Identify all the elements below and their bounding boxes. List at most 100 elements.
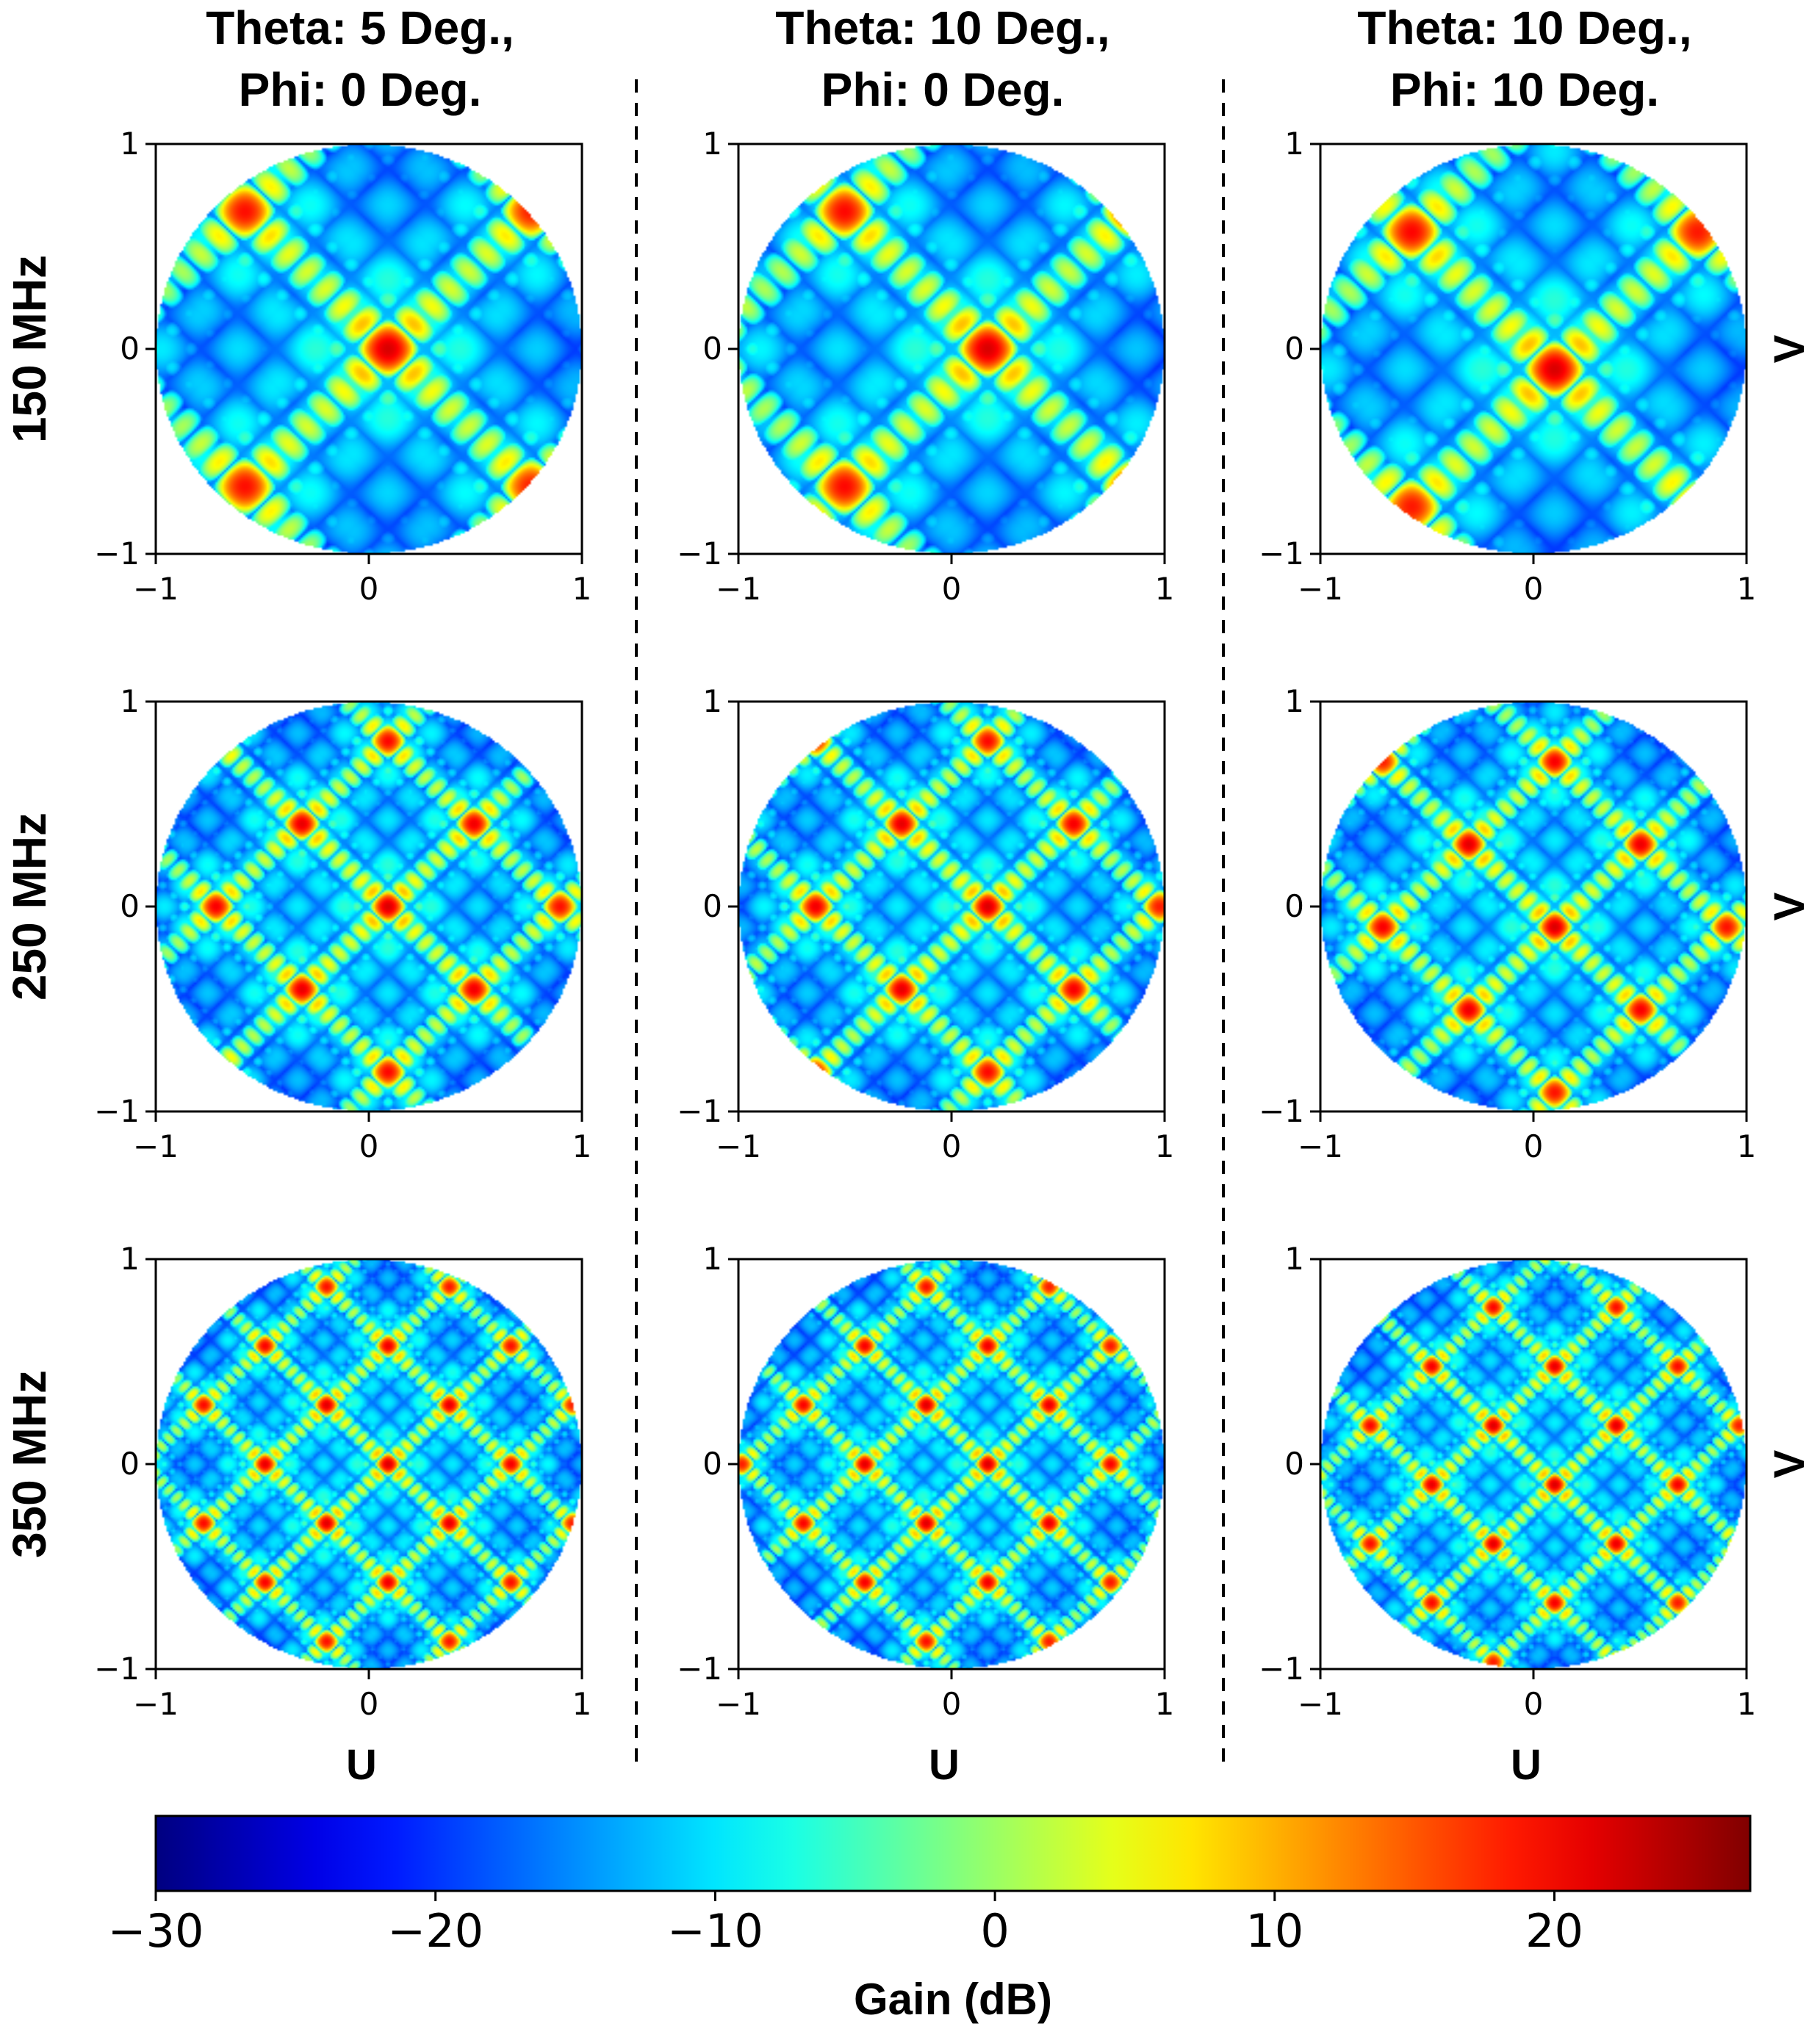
y-tick-label: −1 [94,536,140,572]
gain-pattern-image [1320,702,1747,1111]
x-tick-label: 0 [1524,1128,1544,1164]
column-title-3-line-1: Theta: 10 Deg., [1357,1,1691,54]
y-axis-label: V [1766,334,1813,363]
x-tick-label: 0 [1524,1686,1544,1722]
gain-pattern-image [738,702,1165,1111]
gain-pattern-image [1320,144,1747,554]
y-tick-label: −1 [94,1093,140,1129]
y-tick-label: −1 [1259,536,1304,572]
x-tick-label: 1 [1737,571,1757,607]
subplot-row-1-col-3: 1 0 −1−1 0 1 V [1259,126,1813,607]
gain-pattern-image [738,144,1165,554]
x-axis-label: U [929,1741,960,1789]
y-tick-label: 0 [1284,888,1304,924]
y-tick-label: −1 [677,536,722,572]
colorbar-tick-label: −30 [108,1904,204,1958]
y-tick-label: 0 [120,1446,140,1482]
x-tick-label: 1 [572,571,592,607]
row-label-2: 250 MHz [3,812,56,1001]
x-tick-label: 1 [1737,1128,1757,1164]
y-tick-label: 0 [120,331,140,367]
y-axis-label: V [1766,1449,1813,1478]
column-title-1-line-2: Phi: 0 Deg. [239,63,482,116]
y-axis-label: V [1766,892,1813,920]
y-tick-label: −1 [677,1093,722,1129]
y-tick-label: 1 [120,126,140,162]
x-tick-label: 0 [942,1686,962,1722]
column-title-2-line-2: Phi: 0 Deg. [821,63,1065,116]
column-title-2-line-1: Theta: 10 Deg., [775,1,1109,54]
gain-pattern-image [156,144,582,554]
subplot-row-1-col-2: 1 0 −1−1 0 1 [677,126,1174,607]
subplot-row-2-col-2: 1 0 −1−1 0 1 [677,683,1174,1164]
x-tick-label: −1 [716,571,761,607]
x-tick-label: 1 [572,1128,592,1164]
y-tick-label: 0 [1284,1446,1304,1482]
x-tick-label: 0 [1524,571,1544,607]
y-tick-label: 1 [120,683,140,719]
column-titles: Theta: 5 Deg., Phi: 0 Deg. Theta: 10 Deg.,… [206,1,1691,116]
colorbar-tick-label: 0 [980,1904,1009,1958]
y-tick-label: 0 [120,888,140,924]
colorbar: −30 −20 −10 0 10 20 Gain (dB) [108,1814,1752,2024]
x-tick-label: −1 [1298,571,1343,607]
x-tick-label: 1 [1155,1686,1175,1722]
column-title-1-line-1: Theta: 5 Deg., [206,1,514,54]
x-tick-label: −1 [133,571,179,607]
x-tick-label: 0 [942,1128,962,1164]
subplot-row-3-col-3: 1 0 −1−1 0 1 V U [1259,1241,1813,1789]
subplot-row-2-col-1: 1 0 −1−1 0 1 [94,683,591,1164]
colorbar-tick-label: 10 [1245,1904,1303,1958]
x-tick-label: −1 [716,1128,761,1164]
y-tick-label: 1 [702,683,722,719]
y-tick-label: 1 [1284,683,1304,719]
x-tick-label: 1 [1155,571,1175,607]
y-tick-label: 1 [1284,126,1304,162]
y-tick-label: 0 [1284,331,1304,367]
x-tick-label: −1 [133,1686,179,1722]
x-tick-label: 1 [1737,1686,1757,1722]
y-tick-label: 0 [702,1446,722,1482]
colorbar-tick-label: −10 [667,1904,763,1958]
y-tick-label: 0 [702,888,722,924]
y-tick-label: −1 [1259,1093,1304,1129]
x-axis-label: U [346,1741,377,1789]
subplot-row-3-col-2: 1 0 −1−1 0 1 U [677,1241,1174,1789]
colorbar-tick-label: 20 [1525,1904,1583,1958]
gain-pattern-image [738,1259,1165,1669]
y-tick-label: −1 [94,1651,140,1687]
x-tick-label: 1 [572,1686,592,1722]
y-tick-label: 1 [702,126,722,162]
column-title-3-line-2: Phi: 10 Deg. [1390,63,1659,116]
subplot-row-1-col-1: 1 0 −1−1 0 1 [94,126,591,607]
x-axis-label: U [1511,1741,1542,1789]
colorbar-label: Gain (dB) [854,1975,1052,2024]
y-tick-label: −1 [677,1651,722,1687]
x-tick-label: 0 [359,571,379,607]
y-tick-label: 1 [702,1241,722,1277]
y-tick-label: 1 [120,1241,140,1277]
colorbar-tick-label: −20 [387,1904,483,1958]
x-tick-label: 1 [1155,1128,1175,1164]
x-tick-label: 0 [359,1128,379,1164]
x-tick-label: −1 [716,1686,761,1722]
x-tick-label: 0 [942,571,962,607]
x-tick-label: −1 [133,1128,179,1164]
y-tick-label: 0 [702,331,722,367]
row-labels: 150 MHz 250 MHz 350 MHz [3,255,56,1558]
y-tick-label: −1 [1259,1651,1304,1687]
x-tick-label: −1 [1298,1128,1343,1164]
row-label-3: 350 MHz [3,1370,56,1558]
colorbar-gradient [154,1814,1752,1892]
subplot-row-3-col-1: 1 0 −1−1 0 1 U [94,1241,591,1789]
gain-pattern-image [156,1259,582,1669]
row-label-1: 150 MHz [3,255,56,443]
subplot-row-2-col-3: 1 0 −1−1 0 1 V [1259,683,1813,1164]
gain-pattern-image [1320,1259,1747,1669]
x-tick-label: 0 [359,1686,379,1722]
gain-pattern-image [156,702,582,1111]
x-tick-label: −1 [1298,1686,1343,1722]
y-tick-label: 1 [1284,1241,1304,1277]
